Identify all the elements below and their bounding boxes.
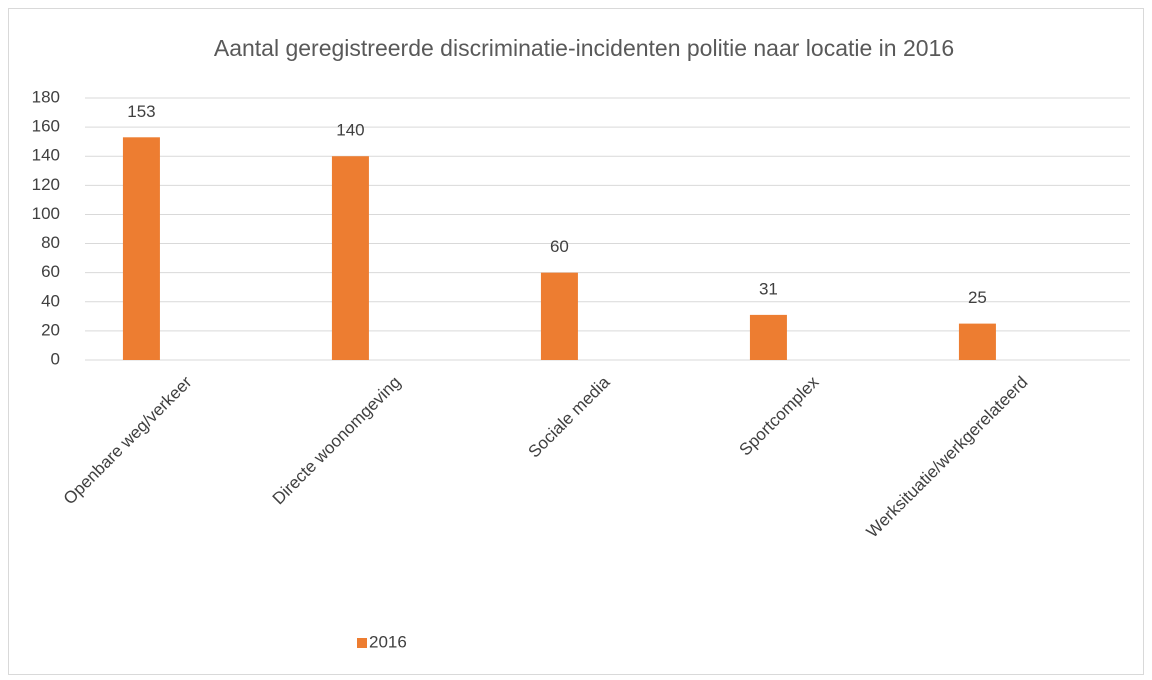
data-label: 25 <box>968 288 987 307</box>
data-label: 60 <box>550 237 569 256</box>
bar <box>749 314 787 360</box>
y-tick-label: 60 <box>41 262 60 281</box>
legend-label: 2016 <box>369 632 407 651</box>
data-label: 153 <box>127 102 155 121</box>
y-tick-label: 40 <box>41 291 60 310</box>
y-tick-label: 120 <box>32 175 60 194</box>
y-tick-label: 0 <box>51 349 60 368</box>
legend-swatch <box>357 638 367 648</box>
data-label: 140 <box>336 121 364 140</box>
y-tick-label: 20 <box>41 320 60 339</box>
bar <box>540 272 578 360</box>
y-tick-label: 100 <box>32 204 60 223</box>
y-tick-label: 140 <box>32 146 60 165</box>
y-tick-label: 180 <box>32 87 60 106</box>
y-tick-label: 80 <box>41 233 60 252</box>
data-label: 31 <box>759 279 778 298</box>
bar <box>122 137 160 360</box>
bar <box>331 156 369 360</box>
y-tick-label: 160 <box>32 117 60 136</box>
chart-title: Aantal geregistreerde discriminatie-inci… <box>214 35 954 61</box>
bar <box>958 323 996 360</box>
